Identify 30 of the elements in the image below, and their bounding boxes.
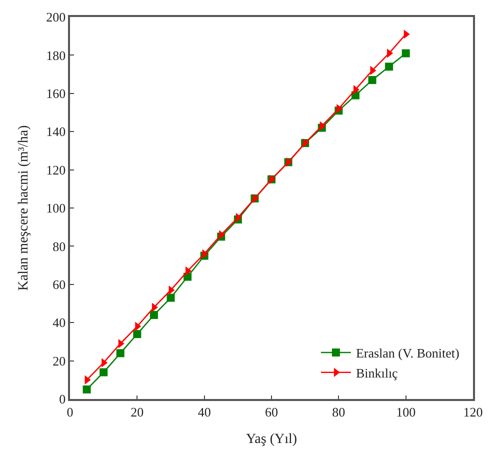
y-tick-label: 180: [46, 48, 66, 63]
legend-label: Binkılıç: [356, 365, 398, 380]
y-tick-label: 40: [52, 315, 66, 330]
y-tick-label: 20: [52, 353, 66, 368]
x-axis-title: Yaş (Yıl): [246, 432, 298, 448]
x-tick-label: 40: [198, 404, 211, 420]
y-tick-label: 160: [46, 86, 66, 101]
point: [133, 330, 142, 338]
x-tick-label: 120: [463, 404, 483, 420]
y-tick-label: 120: [46, 162, 66, 178]
x-tick-label: 80: [332, 404, 346, 420]
point: [166, 294, 175, 302]
point: [100, 368, 108, 376]
x-tick-label: 20: [130, 404, 144, 420]
y-tick-label: 0: [59, 392, 66, 407]
y-tick-label: 200: [46, 10, 66, 25]
y-tick-label: 100: [46, 200, 66, 216]
point: [385, 62, 394, 71]
y-tick-label: 140: [46, 124, 66, 140]
y-tick-label: 60: [52, 276, 66, 292]
point: [82, 385, 91, 394]
point: [368, 76, 376, 84]
point: [402, 49, 410, 58]
point: [150, 310, 158, 319]
x-tick-label: 60: [265, 404, 278, 420]
x-tick-label: 100: [396, 404, 416, 420]
y-axis-title: Kalan meşcere hacmi (m³/ha): [16, 124, 32, 291]
legend-label: Eraslan (V. Bonitet): [356, 346, 460, 361]
point: [116, 349, 124, 358]
y-tick-label: 80: [52, 238, 66, 254]
